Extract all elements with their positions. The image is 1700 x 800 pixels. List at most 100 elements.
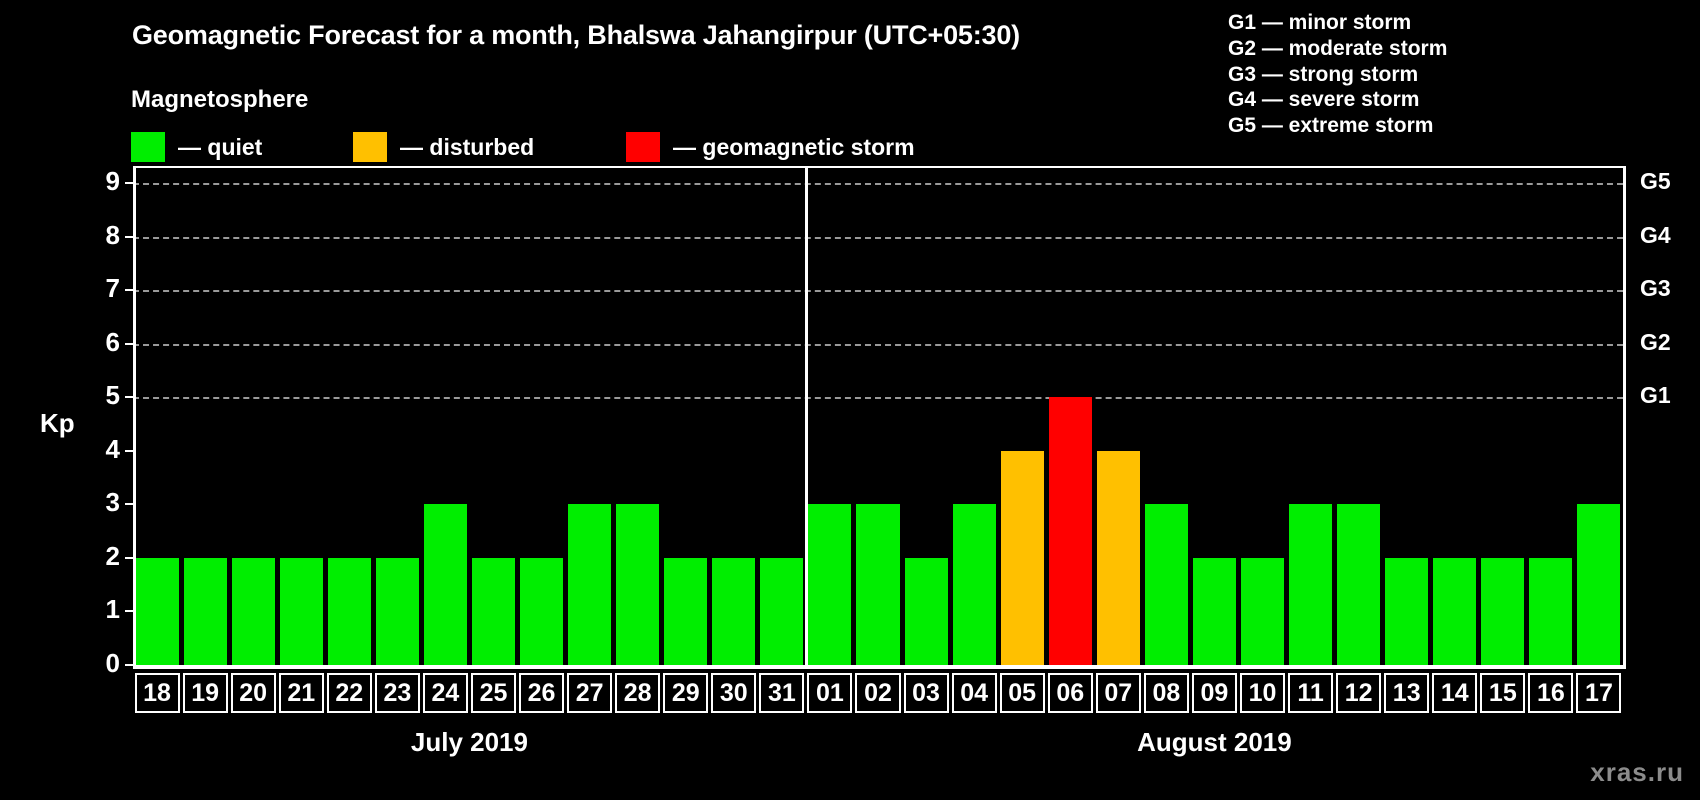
- gridline-kp-8: [133, 236, 1623, 239]
- date-box-12[interactable]: 12: [1336, 673, 1382, 713]
- date-box-03[interactable]: 03: [903, 673, 949, 713]
- bar-august-13: [1385, 557, 1429, 665]
- date-box-17[interactable]: 17: [1576, 673, 1622, 713]
- g-scale-item-g4: G4 — severe storm: [1228, 88, 1420, 112]
- g-scale-legend: G1 — minor storm G2 — moderate storm G3 …: [1228, 10, 1447, 139]
- y-tick-mark-0: [125, 664, 133, 666]
- y-axis-title: Kp: [40, 408, 75, 438]
- month-label-july: July 2019: [410, 727, 528, 757]
- bar-july-27: [568, 504, 612, 665]
- y-tick-mark-2: [125, 556, 133, 559]
- legend-label-storm: — geomagnetic storm: [673, 133, 915, 160]
- date-box-01[interactable]: 01: [807, 673, 853, 713]
- date-box-05[interactable]: 05: [999, 673, 1045, 713]
- date-box-27[interactable]: 27: [567, 673, 613, 713]
- legend-item-storm: — geomagnetic storm: [626, 132, 915, 162]
- bar-august-02: [856, 504, 900, 665]
- date-box-29[interactable]: 29: [663, 673, 709, 713]
- date-box-09[interactable]: 09: [1191, 673, 1237, 713]
- bar-august-09: [1192, 557, 1236, 665]
- date-box-24[interactable]: 24: [422, 673, 468, 713]
- legend-swatch-quiet: [131, 132, 165, 162]
- bar-july-29: [664, 557, 708, 665]
- date-box-25[interactable]: 25: [470, 673, 516, 713]
- gridline-kp-9: [133, 183, 1623, 185]
- bar-july-19: [183, 557, 227, 665]
- right-axis-label-g3: G3: [1640, 275, 1671, 302]
- y-tick-label-4: 4: [105, 433, 120, 464]
- date-box-11[interactable]: 11: [1288, 673, 1334, 713]
- y-tick-mark-3: [125, 503, 133, 506]
- bar-august-10: [1240, 557, 1285, 665]
- date-box-21[interactable]: 21: [278, 673, 324, 713]
- date-box-18[interactable]: 18: [134, 673, 180, 713]
- date-box-22[interactable]: 22: [326, 673, 372, 713]
- y-tick-mark-9: [125, 182, 133, 184]
- x-axis-line: [133, 665, 1626, 669]
- date-box-16[interactable]: 16: [1528, 673, 1574, 713]
- y-tick-label-8: 8: [105, 219, 120, 250]
- legend-label-disturbed: — disturbed: [400, 133, 535, 160]
- bar-july-24: [423, 504, 467, 665]
- bar-july-22: [327, 557, 371, 665]
- bar-july-23: [375, 557, 419, 665]
- bar-august-15: [1481, 557, 1525, 665]
- date-box-28[interactable]: 28: [615, 673, 661, 713]
- y-tick-mark-4: [125, 449, 133, 452]
- bar-august-06: [1048, 397, 1092, 665]
- g-scale-item-g5: G5 — extreme storm: [1228, 114, 1434, 138]
- month-separator: [804, 166, 808, 665]
- bar-july-31: [760, 557, 804, 665]
- bar-august-12: [1337, 504, 1381, 665]
- y-tick-label-5: 5: [105, 380, 120, 411]
- date-box-26[interactable]: 26: [519, 673, 565, 713]
- bar-july-28: [616, 504, 660, 665]
- bar-august-11: [1289, 504, 1333, 665]
- date-box-07[interactable]: 07: [1095, 673, 1141, 713]
- y-tick-mark-7: [125, 289, 133, 292]
- month-label-august: August 2019: [1137, 727, 1292, 757]
- legend-item-quiet: — quiet: [131, 132, 262, 162]
- date-box-08[interactable]: 08: [1143, 673, 1189, 713]
- right-axis-label-g1: G1: [1640, 382, 1671, 409]
- y-tick-mark-6: [125, 342, 133, 345]
- gridline-kp-5: [133, 397, 1623, 400]
- y-tick-mark-5: [125, 396, 133, 399]
- bar-august-04: [952, 504, 996, 665]
- plot-top-border: [133, 166, 1623, 168]
- y-tick-mark-1: [125, 610, 133, 613]
- y-tick-mark-8: [125, 235, 133, 238]
- g-scale-item-g1: G1 — minor storm: [1228, 11, 1412, 34]
- legend-item-disturbed: — disturbed: [353, 132, 534, 162]
- right-axis-label-g2: G2: [1640, 328, 1671, 355]
- date-box-23[interactable]: 23: [374, 673, 420, 713]
- date-box-14[interactable]: 14: [1432, 673, 1478, 713]
- magnetosphere-label: Magnetosphere: [131, 86, 309, 113]
- date-box-30[interactable]: 30: [711, 673, 757, 713]
- date-box-31[interactable]: 31: [759, 673, 805, 713]
- bar-august-07: [1096, 450, 1140, 665]
- gridline-kp-7: [133, 290, 1623, 293]
- date-box-13[interactable]: 13: [1384, 673, 1430, 713]
- gridline-kp-6: [133, 343, 1623, 346]
- date-box-20[interactable]: 20: [230, 673, 276, 713]
- watermark: xras.ru: [1590, 757, 1684, 787]
- date-box-04[interactable]: 04: [951, 673, 997, 713]
- y-tick-label-1: 1: [105, 594, 120, 625]
- bar-july-21: [279, 557, 323, 665]
- bar-july-25: [471, 557, 515, 665]
- y-axis-line: [133, 166, 136, 667]
- date-box-15[interactable]: 15: [1480, 673, 1526, 713]
- bar-august-17: [1577, 504, 1621, 665]
- date-box-10[interactable]: 10: [1239, 673, 1286, 713]
- y-tick-label-3: 3: [105, 487, 120, 518]
- right-axis-line: [1623, 166, 1626, 667]
- date-box-02[interactable]: 02: [855, 673, 901, 713]
- date-box-06[interactable]: 06: [1047, 673, 1093, 713]
- bar-july-26: [520, 557, 564, 665]
- g-scale-item-g3: G3 — strong storm: [1228, 62, 1419, 86]
- date-box-19[interactable]: 19: [182, 673, 228, 713]
- bar-august-01: [808, 504, 852, 665]
